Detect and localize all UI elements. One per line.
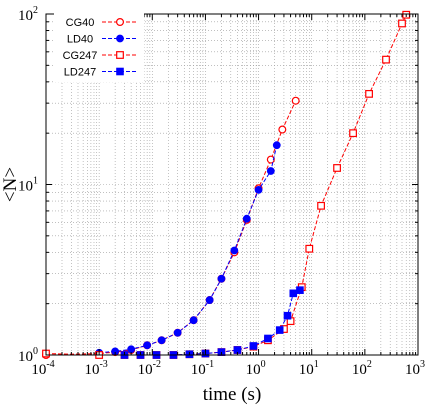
legend-label: LD247 <box>64 67 96 79</box>
data-point <box>173 328 182 337</box>
data-point <box>217 274 226 283</box>
data-point <box>278 125 287 134</box>
data-point <box>116 51 124 59</box>
data-point <box>116 34 124 43</box>
data-point <box>205 296 214 304</box>
y-tick-label: 100 <box>18 346 38 365</box>
y-tick-label: 102 <box>18 5 38 24</box>
data-point <box>115 18 124 27</box>
data-point <box>382 55 390 64</box>
data-point <box>249 342 258 350</box>
data-point <box>143 341 152 350</box>
grid <box>46 14 418 355</box>
x-tick-label: 102 <box>352 359 372 378</box>
data-point <box>189 316 198 325</box>
data-point <box>272 141 281 150</box>
data-point <box>242 214 251 223</box>
data-point <box>266 155 275 164</box>
data-point <box>266 167 275 175</box>
data-point <box>317 201 325 210</box>
x-tick-label: 10-2 <box>138 359 161 378</box>
series-line <box>99 145 278 354</box>
x-axis-title: time (s) <box>203 384 262 405</box>
data-point <box>254 185 263 194</box>
data-point <box>230 246 239 255</box>
data-point <box>275 326 284 334</box>
data-point <box>291 96 300 105</box>
data-point <box>305 244 314 253</box>
tick-labels: 10-4 10-3 10-2 10-1 100 101 102 103 100 101 102 <box>18 5 425 378</box>
legend-label: CG40 <box>66 17 95 29</box>
data-point <box>127 345 136 354</box>
x-tick-label: 100 <box>246 359 266 378</box>
data-point <box>349 129 357 138</box>
series-cg40 <box>41 96 300 360</box>
data-point <box>365 89 373 98</box>
y-axis-title: <N> <box>0 167 21 202</box>
data-point <box>289 289 298 298</box>
data-point <box>296 286 304 294</box>
data-point <box>333 164 341 172</box>
data-point <box>398 19 406 28</box>
legend: CG40 LD40 CG247 LD247 <box>54 12 144 82</box>
series-line <box>45 100 297 356</box>
legend-label: LD40 <box>67 34 93 46</box>
data-point <box>157 336 166 345</box>
x-tick-label: 10-1 <box>191 359 214 378</box>
data-point <box>116 67 124 76</box>
data-point <box>264 334 272 343</box>
legend-label: CG247 <box>63 50 98 62</box>
data-point <box>283 311 292 320</box>
ticks <box>45 14 418 356</box>
y-tick-label: 101 <box>18 176 38 195</box>
x-tick-label: 101 <box>299 359 319 378</box>
x-tick-label: 103 <box>405 359 425 378</box>
legend-background <box>54 12 144 82</box>
x-tick-label: 10-3 <box>84 359 107 378</box>
series-ld40 <box>95 141 281 357</box>
x-tick-label: 10-4 <box>31 359 54 378</box>
